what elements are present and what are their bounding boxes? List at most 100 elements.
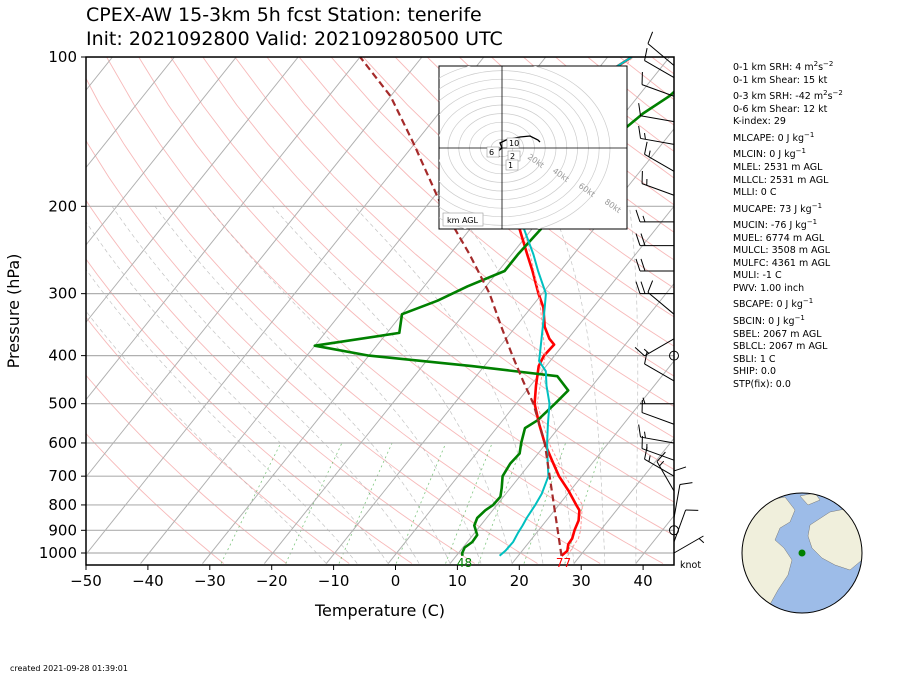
y-tick-label: 900 [48, 521, 77, 539]
index-line: 0-1 km SRH: 4 m2s−2 [733, 60, 834, 74]
index-line: 0-1 km Shear: 15 kt [733, 74, 828, 86]
wind-barb [641, 71, 675, 97]
index-line: MLEL: 2531 m AGL [733, 162, 823, 174]
dry-adiabat [86, 374, 287, 564]
y-tick-label: 200 [48, 197, 77, 215]
mixing-ratio-line [564, 442, 605, 564]
moist-adiabat [550, 206, 606, 564]
x-tick-label: −20 [256, 572, 288, 590]
index-line: 0-3 km SRH: -42 m2s−2 [733, 89, 843, 103]
dry-adiabat [170, 57, 674, 503]
y-tick-label: 300 [48, 285, 77, 303]
dry-adiabat [330, 57, 674, 347]
index-line: SBLCL: 2067 m AGL [733, 341, 828, 353]
wind-barb [638, 103, 675, 123]
index-line: MULCL: 3508 m AGL [733, 245, 831, 257]
wind-barb [673, 482, 693, 519]
index-line: 0-6 km Shear: 12 kt [733, 103, 828, 115]
wind-barb [669, 525, 679, 536]
wind-unit-label: knot [680, 560, 702, 571]
index-line: MULI: -1 C [733, 270, 782, 282]
index-line: MUCAPE: 73 J kg−1 [733, 201, 823, 215]
wind-barb [641, 170, 675, 196]
index-line: MUEL: 6774 m AGL [733, 232, 825, 244]
wind-barb [644, 351, 675, 382]
x-tick-label: 10 [448, 572, 467, 590]
wind-barb [647, 280, 675, 315]
isotherm [86, 57, 361, 401]
wind-barb [644, 141, 675, 172]
hodograph-height-label: 1 [508, 161, 513, 170]
index-line: MULFC: 4361 m AGL [733, 257, 831, 269]
index-line: SBLI: 1 C [733, 353, 776, 365]
mixing-ratio-line [285, 442, 343, 564]
wind-barb [634, 338, 675, 357]
wind-barb [635, 209, 674, 223]
moist-adiabat [207, 206, 482, 564]
mixing-ratio-line [395, 442, 447, 564]
index-line: MUCIN: -76 J kg−1 [733, 218, 818, 232]
isotherm [86, 57, 299, 324]
dry-adiabat [362, 57, 674, 318]
index-line: PWV: 1.00 inch [733, 282, 805, 294]
isotherm [86, 57, 175, 169]
x-tick-label: −40 [132, 572, 164, 590]
moist-adiabat [86, 268, 358, 564]
dry-adiabat [86, 199, 475, 564]
chart-title-line2: Init: 2021092800 Valid: 202109280500 UTC [86, 28, 503, 50]
x-tick-label: −30 [194, 572, 226, 590]
dry-adiabat [394, 57, 674, 289]
y-tick-label: 1000 [39, 544, 77, 562]
x-tick-label: 30 [572, 572, 591, 590]
moist-adiabat [86, 310, 327, 564]
x-tick-label: 20 [510, 572, 529, 590]
mixing-ratio-line [523, 442, 566, 564]
indices-panel: 0-1 km SRH: 4 m2s−2 0-1 km Shear: 15 kt 0-… [733, 58, 843, 391]
index-line: SHIP: 0.0 [733, 366, 777, 378]
dry-adiabat [138, 57, 674, 536]
wind-barb [641, 435, 675, 461]
x-tick-label: 40 [634, 572, 653, 590]
dry-adiabat [86, 77, 601, 564]
moist-adiabat [111, 206, 420, 564]
index-line: SBCAPE: 0 J kg−1 [733, 297, 814, 311]
station-marker [798, 549, 806, 557]
moist-adiabat [629, 206, 639, 564]
wind-barb [669, 350, 679, 361]
isotherm [325, 128, 674, 564]
wind-barb [641, 399, 675, 425]
x-axis-label: Temperature (C) [314, 601, 445, 620]
mixing-ratio-line [220, 442, 282, 564]
hodograph-height-label: 6 [489, 148, 494, 157]
plot-frame [85, 56, 675, 566]
wind-barb [638, 125, 675, 145]
wind-barb [673, 535, 705, 554]
locator-globe [741, 492, 863, 614]
wind-barb [640, 397, 674, 405]
wind-barb [673, 509, 699, 543]
x-tick-label: −50 [70, 572, 102, 590]
dry-adiabat [298, 57, 674, 377]
series-parcel [359, 57, 563, 556]
isotherm [511, 360, 674, 564]
index-line: MLCIN: 0 J kg−1 [733, 147, 806, 161]
isotherm [86, 57, 237, 246]
wind-barb [656, 451, 675, 492]
dry-adiabat [266, 57, 674, 408]
surface-value-label: 77 [556, 556, 571, 570]
wind-barb [638, 424, 675, 444]
index-line: K-index: 29 [733, 116, 786, 128]
wind-barb [635, 281, 674, 295]
wind-barb [635, 258, 674, 272]
mixing-ratio-line [478, 442, 524, 564]
index-line: SBEL: 2067 m AGL [733, 328, 822, 340]
index-line: MLLCL: 2531 m AGL [733, 174, 829, 186]
mixing-ratio-line [338, 442, 393, 564]
y-axis-label: Pressure (hPa) [4, 254, 23, 369]
isotherm [449, 282, 674, 564]
y-tick-label: 600 [48, 434, 77, 452]
index-line: MLCAPE: 0 J kg−1 [733, 130, 815, 144]
moist-adiabat [154, 206, 451, 564]
y-tick-label: 800 [48, 496, 77, 514]
